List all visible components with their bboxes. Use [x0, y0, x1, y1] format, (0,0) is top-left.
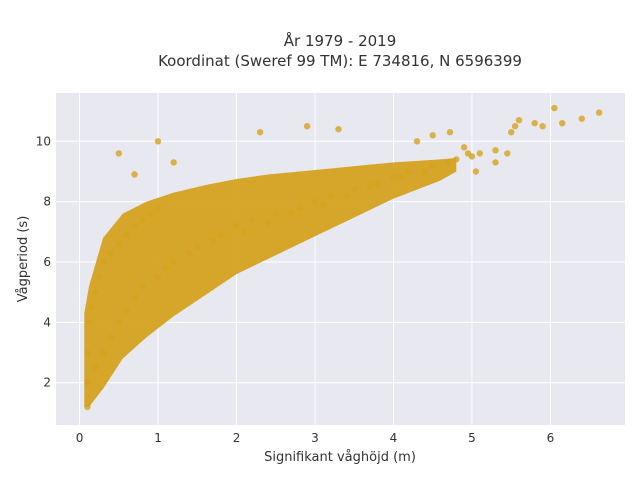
y-axis-title: Vågperiod (s)	[16, 216, 31, 303]
data-points	[84, 104, 603, 411]
data-point	[147, 210, 154, 217]
x-axis-title: Signifikant våghöjd (m)	[264, 450, 416, 465]
y-axis-ticks: 2 4 6 8 10	[36, 134, 51, 389]
data-point	[578, 115, 585, 122]
data-point	[115, 150, 123, 157]
x-tick-label: 4	[390, 431, 398, 445]
data-point	[107, 334, 115, 341]
data-point	[154, 138, 162, 145]
data-point	[508, 129, 515, 136]
data-point	[264, 219, 272, 226]
data-point	[256, 129, 264, 136]
data-point	[99, 349, 107, 356]
data-point	[209, 237, 217, 245]
data-point	[559, 120, 566, 127]
x-tick-label: 0	[76, 431, 84, 445]
data-point	[539, 123, 546, 130]
data-point	[406, 168, 413, 175]
data-point	[186, 249, 193, 257]
data-point	[288, 210, 295, 217]
data-point	[421, 168, 429, 175]
data-point	[115, 240, 123, 248]
data-point	[170, 159, 177, 166]
data-point	[460, 144, 468, 151]
data-point	[398, 174, 405, 181]
data-point	[154, 204, 162, 211]
data-point	[170, 258, 177, 266]
data-point	[429, 162, 436, 169]
data-point	[123, 231, 130, 239]
data-point	[335, 126, 342, 133]
data-point	[233, 222, 240, 229]
data-point	[327, 192, 334, 199]
data-point	[445, 159, 452, 166]
data-point	[131, 171, 138, 178]
data-point	[154, 273, 162, 281]
x-tick-label: 3	[311, 431, 319, 445]
y-tick-label: 8	[43, 195, 51, 209]
data-point	[429, 132, 436, 139]
data-point	[272, 210, 279, 217]
x-tick-label: 1	[154, 431, 162, 445]
data-point	[366, 183, 374, 190]
data-point	[107, 249, 115, 257]
data-point	[115, 319, 123, 326]
data-point	[131, 222, 138, 229]
data-point	[84, 349, 91, 356]
data-point	[131, 295, 138, 302]
y-tick-label: 10	[36, 134, 51, 148]
data-point	[453, 156, 460, 163]
data-point	[492, 159, 499, 166]
data-point	[85, 319, 93, 326]
data-point	[194, 243, 201, 251]
data-point	[84, 379, 91, 386]
data-point	[139, 283, 146, 290]
data-point	[241, 228, 248, 235]
data-point	[413, 138, 421, 145]
x-tick-label: 6	[547, 431, 555, 445]
data-point	[96, 273, 103, 281]
data-point	[92, 364, 99, 371]
data-point	[504, 150, 511, 157]
data-point	[515, 117, 523, 124]
chart-title-line-1: År 1979 - 2019	[284, 31, 397, 50]
data-point	[84, 403, 91, 411]
data-point	[311, 198, 319, 205]
data-point	[249, 216, 256, 223]
data-point	[476, 150, 483, 157]
data-point	[123, 307, 130, 314]
data-point	[343, 192, 350, 199]
data-point	[92, 289, 99, 296]
data-point	[464, 150, 472, 157]
data-point	[217, 231, 224, 239]
data-point	[472, 168, 480, 175]
data-point	[351, 186, 358, 193]
data-point	[531, 120, 538, 127]
data-point	[99, 258, 107, 266]
x-axis-ticks: 0 1 2 3 4 5 6	[76, 431, 555, 445]
x-tick-label: 2	[233, 431, 241, 445]
dense-point-cloud	[84, 157, 457, 407]
data-point	[88, 304, 95, 311]
data-point	[139, 216, 146, 223]
data-point	[492, 147, 499, 154]
data-point	[595, 109, 603, 116]
y-tick-label: 2	[43, 376, 51, 390]
data-point	[551, 104, 558, 112]
data-point	[511, 123, 519, 130]
data-point	[390, 174, 397, 181]
data-point	[303, 123, 311, 130]
data-point	[446, 129, 454, 136]
y-tick-label: 6	[43, 255, 51, 269]
data-point	[162, 264, 170, 272]
data-point	[374, 180, 381, 187]
y-tick-label: 4	[43, 315, 51, 329]
x-tick-label: 5	[468, 431, 476, 445]
data-point	[319, 201, 326, 208]
data-point	[296, 204, 303, 211]
point-cloud	[84, 157, 457, 407]
chart-title-line-2: Koordinat (Sweref 99 TM): E 734816, N 65…	[158, 52, 522, 70]
